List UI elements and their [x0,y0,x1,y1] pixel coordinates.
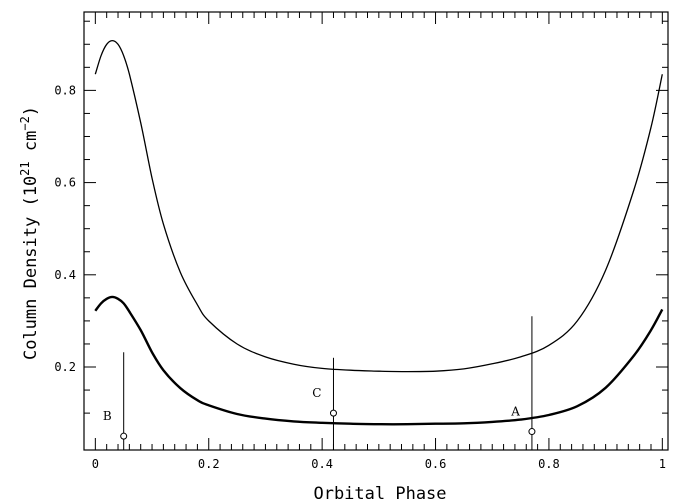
series-line-1 [94,39,663,373]
plot-frame-rect [83,11,669,451]
x-tick-label: 0.2 [198,457,220,471]
x-tick-label: 0.6 [425,457,447,471]
data-points: B C A [103,316,536,450]
series-lines [94,39,664,426]
y-label-exp2: −2 [18,116,32,130]
plot-frame [83,11,669,451]
point-marker-A [528,428,536,436]
y-label-exp1: 21 [18,161,32,175]
y-label-suffix: ) [21,106,41,116]
point-marker-C [329,409,337,417]
x-tick-label: 0.8 [538,457,560,471]
y-label-prefix: Column Density (10 [21,176,41,360]
point-label-A: A [510,405,520,419]
axis-ticks: 0 0.2 0.4 0.6 0.8 1 0.2 0.4 0.6 0.8 [54,12,668,471]
x-tick-label: 0.4 [311,457,333,471]
y-tick-label: 0.2 [54,360,76,374]
point-label-C: C [312,386,321,400]
y-tick-label: 0.4 [54,268,76,282]
x-tick-label: 1 [659,457,666,471]
series-line-2 [94,295,664,426]
point-label-B: B [103,409,112,423]
y-axis-label: Column Density (1021 cm−2) [18,106,41,360]
x-axis-label: Orbital Phase [313,484,446,504]
x-tick-label: 0 [92,457,99,471]
y-tick-label: 0.6 [54,176,76,190]
y-label-mid: cm [21,131,41,162]
y-tick-label: 0.8 [54,83,76,97]
point-marker-B [120,432,128,440]
